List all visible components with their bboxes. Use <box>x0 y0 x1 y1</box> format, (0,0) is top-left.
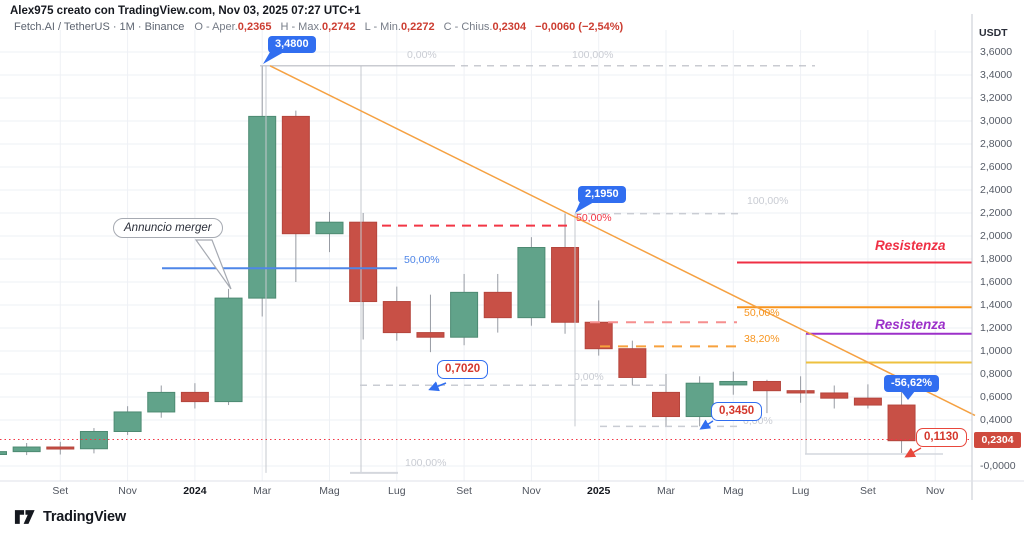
price-axis-label: 1,2000 <box>980 322 1013 334</box>
ohlc-value: 0,2304 <box>492 21 527 33</box>
price-axis-label: 1,6000 <box>980 276 1013 288</box>
symbol-ohlc-readout: Fetch.AI / TetherUS · 1M · Binance O - Ap… <box>14 21 623 33</box>
tradingview-logo-icon <box>14 510 35 524</box>
price-axis-label: 2,6000 <box>980 161 1013 173</box>
svg-text:100,00%: 100,00% <box>405 457 446 469</box>
price-axis-label: 2,2000 <box>980 207 1013 219</box>
price-axis-label: 1,8000 <box>980 253 1013 265</box>
price-level-box[interactable]: 0,3450 <box>711 402 763 421</box>
ohlc-label: C - Chius. <box>443 21 493 33</box>
merger-annotation-callout[interactable]: Annuncio merger <box>113 218 223 238</box>
price-level-box[interactable]: 0,1130 <box>916 428 967 447</box>
price-change: −0,0060 (−2,54%) <box>535 21 624 33</box>
axis-frame <box>0 14 1024 500</box>
resistance-label-purple[interactable]: Resistenza <box>875 317 946 332</box>
price-axis-label: -0,0000 <box>980 460 1016 472</box>
time-axis-label: Lug <box>388 485 406 497</box>
price-level-box[interactable]: 0,7020 <box>437 360 489 379</box>
svg-text:50,00%: 50,00% <box>404 254 440 266</box>
time-axis-label: Nov <box>925 485 945 497</box>
svg-text:0,00%: 0,00% <box>407 49 437 61</box>
tradingview-logo-text: TradingView <box>43 509 126 525</box>
ohlc-label: O - Aper. <box>194 21 238 33</box>
time-axis-label: Nov <box>118 485 137 497</box>
price-axis-label: 0,6000 <box>980 391 1013 403</box>
ohlc-value: 0,2365 <box>237 21 272 33</box>
price-axis-label: 3,4000 <box>980 69 1013 81</box>
price-axis-label: 1,4000 <box>980 299 1013 311</box>
tradingview-logo: TradingView <box>14 508 126 526</box>
time-axis-label: Mag <box>319 485 340 497</box>
ohlc-value: 0,2272 <box>400 21 435 33</box>
svg-text:100,00%: 100,00% <box>747 195 788 207</box>
time-axis-label: 2024 <box>183 485 207 497</box>
price-axis-label: 2,8000 <box>980 138 1013 150</box>
price-axis-label: 2,0000 <box>980 230 1013 242</box>
price-flag-badge[interactable]: -56,62% <box>884 375 939 392</box>
time-axis-label: Set <box>860 485 876 497</box>
time-axis-label: Nov <box>522 485 541 497</box>
chart-grid <box>0 30 972 481</box>
svg-text:50,00%: 50,00% <box>744 307 780 319</box>
ohlc-value: 0,2742 <box>322 21 356 33</box>
chart-byline: Alex975 creato con TradingView.com, Nov … <box>10 5 361 17</box>
symbol-title: Fetch.AI / TetherUS · 1M · Binance <box>14 21 185 33</box>
price-axis-label: 0,4000 <box>980 414 1013 426</box>
last-price-badge: 0,2304 <box>974 431 1021 448</box>
price-axis-label: 3,2000 <box>980 92 1013 104</box>
price-axis[interactable] <box>972 14 1024 481</box>
time-axis-label: Set <box>456 485 472 497</box>
time-axis-label: Set <box>52 485 69 497</box>
svg-text:100,00%: 100,00% <box>572 49 613 61</box>
time-axis-label: Mag <box>723 485 744 497</box>
time-axis-label: Mar <box>253 485 272 497</box>
fib-level-labels: 0,00% 100,00% 100,00% 50,00% 50,00% 50,00% 38,… <box>404 49 788 469</box>
price-axis-label: 3,6000 <box>980 46 1013 58</box>
price-flag-badge[interactable]: 2,1950 <box>578 186 626 203</box>
ohlc-label: L - Min. <box>364 21 401 33</box>
time-axis-label: Lug <box>791 485 810 497</box>
resistance-label-red[interactable]: Resistenza <box>875 238 946 253</box>
price-axis-label: 0,8000 <box>980 368 1013 380</box>
price-axis-label: 2,4000 <box>980 184 1013 196</box>
time-axis-label: Mar <box>656 485 676 497</box>
svg-text:50,00%: 50,00% <box>576 212 612 224</box>
price-axis-label: 3,0000 <box>980 115 1013 127</box>
svg-text:0,00%: 0,00% <box>574 371 604 383</box>
time-axis-label: 2025 <box>587 485 611 497</box>
price-axis-currency-label: USDT <box>979 27 1008 39</box>
svg-text:38,20%: 38,20% <box>744 333 780 345</box>
candlestick-series <box>0 65 950 456</box>
price-flag-badge[interactable]: 3,4800 <box>268 36 316 53</box>
price-axis-label: 1,0000 <box>980 345 1013 357</box>
chart-drawings <box>0 52 976 474</box>
ohlc-label: H - Max. <box>280 21 323 33</box>
